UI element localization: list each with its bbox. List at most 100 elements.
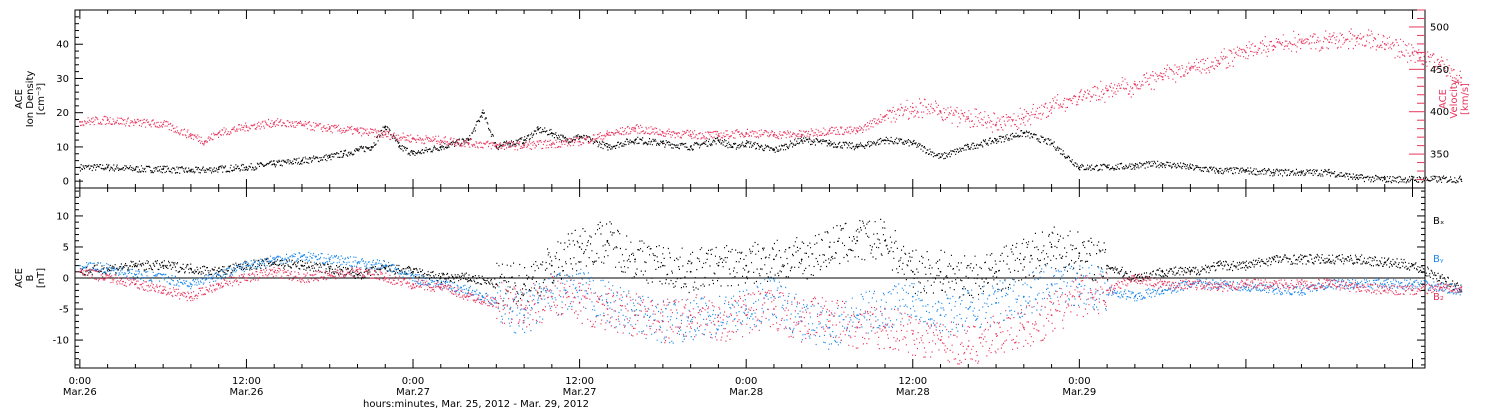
data-point xyxy=(606,133,609,136)
data-point xyxy=(1328,41,1331,44)
data-point xyxy=(800,139,803,142)
data-point xyxy=(356,149,359,152)
data-point xyxy=(384,264,387,267)
data-point xyxy=(523,308,525,310)
data-point xyxy=(342,152,345,155)
data-point xyxy=(634,314,636,317)
data-point xyxy=(578,246,581,248)
data-point xyxy=(79,166,81,169)
x-tick-label-date: Mar.29 xyxy=(1062,387,1096,398)
data-point xyxy=(1383,178,1386,181)
data-point xyxy=(384,267,387,270)
data-point xyxy=(328,258,331,261)
data-point xyxy=(1022,295,1025,298)
velocity-ylabel-line3: [km/s] xyxy=(1460,83,1471,115)
data-point xyxy=(328,127,331,130)
data-point xyxy=(1328,171,1331,174)
data-point xyxy=(106,267,109,270)
data-point xyxy=(162,123,165,126)
data-point xyxy=(1300,289,1303,292)
data-point xyxy=(759,146,761,148)
data-point xyxy=(1161,270,1164,273)
data-point xyxy=(606,301,609,304)
data-point xyxy=(967,277,970,279)
data-point xyxy=(1106,264,1108,267)
data-point xyxy=(884,239,886,242)
data-point xyxy=(467,295,470,298)
data-point xyxy=(1460,76,1462,79)
data-point xyxy=(1272,289,1275,292)
y-tick-label: -5 xyxy=(59,305,69,316)
data-point xyxy=(1161,163,1164,165)
data-point xyxy=(412,277,414,279)
data-point xyxy=(1189,283,1192,286)
data-point xyxy=(1383,261,1386,264)
data-point xyxy=(301,255,303,258)
data-point xyxy=(717,139,720,142)
data-point xyxy=(245,166,248,169)
velocity-ylabel-line1: ACE xyxy=(1438,89,1449,109)
data-point xyxy=(134,121,137,124)
data-point xyxy=(495,283,498,286)
data-point xyxy=(634,127,636,130)
data-point xyxy=(1217,283,1220,286)
data-point xyxy=(773,149,775,152)
data-point xyxy=(190,267,192,270)
data-point xyxy=(606,239,609,242)
series-by xyxy=(79,251,1463,350)
data-point xyxy=(301,124,303,127)
data-point xyxy=(301,159,303,162)
data-point xyxy=(550,295,553,298)
data-point xyxy=(967,146,970,148)
data-point xyxy=(1189,166,1192,169)
data-point xyxy=(1217,60,1220,62)
data-point xyxy=(1022,132,1025,135)
y-tick-label-left: 0 xyxy=(63,177,69,188)
bottom-panel-ticks: -10 -5 0 5 10 xyxy=(53,190,1425,366)
data-point xyxy=(884,326,886,329)
data-point xyxy=(856,239,859,242)
data-point xyxy=(550,264,553,267)
data-point xyxy=(162,168,165,171)
x-axis: 0:00Mar.2612:00Mar.260:00Mar.2712:00Mar.… xyxy=(63,10,1414,398)
data-point xyxy=(578,289,581,292)
data-point xyxy=(190,134,192,137)
data-point xyxy=(1300,283,1303,286)
data-point xyxy=(1439,277,1442,279)
density-ylabel-line3: [cm⁻³] xyxy=(36,83,47,115)
data-point xyxy=(162,264,165,267)
y-tick-label: 5 xyxy=(63,242,69,253)
b-ylabel-line2: B xyxy=(25,274,36,281)
data-point xyxy=(1022,116,1025,119)
data-point xyxy=(773,258,775,261)
x-tick-label-date: Mar.28 xyxy=(896,387,930,398)
data-point xyxy=(550,143,553,145)
data-point xyxy=(717,320,720,323)
data-point xyxy=(717,134,720,137)
series-velocity xyxy=(79,28,1463,151)
data-point xyxy=(1245,170,1247,172)
data-point xyxy=(745,142,748,145)
data-point xyxy=(939,110,942,113)
data-point xyxy=(995,123,997,126)
data-point xyxy=(745,308,748,310)
data-point xyxy=(495,144,498,147)
data-point xyxy=(1356,176,1358,179)
y-tick-label-left: 10 xyxy=(56,142,69,153)
x-tick-label-time: 12:00 xyxy=(898,376,927,387)
data-point xyxy=(1328,283,1331,286)
data-point xyxy=(134,283,137,286)
y-tick-label-right: 500 xyxy=(1430,22,1449,33)
data-point xyxy=(967,345,970,348)
data-point xyxy=(79,270,81,273)
data-point xyxy=(384,125,387,128)
data-point xyxy=(1245,264,1247,267)
scatter-points xyxy=(79,28,1463,151)
legend-bz: B₂ xyxy=(1433,292,1444,303)
data-point xyxy=(1022,258,1025,261)
b-ylabel-line3: [nT] xyxy=(36,268,47,288)
data-point xyxy=(717,264,720,267)
data-point xyxy=(1078,283,1081,286)
data-point xyxy=(1411,264,1414,267)
series-ion-density xyxy=(79,109,1463,184)
